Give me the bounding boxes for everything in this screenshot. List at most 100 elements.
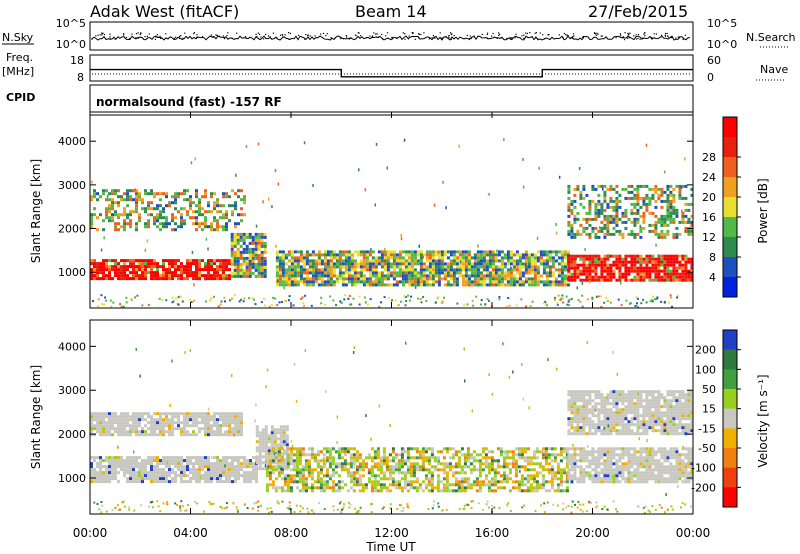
heatmap-cell (371, 271, 375, 275)
heatmap-cell (225, 418, 228, 422)
heatmap-cell (99, 421, 102, 425)
heatmap-cell (454, 453, 458, 457)
heatmap-cell (150, 465, 153, 469)
heatmap-cell (162, 456, 165, 460)
heatmap-cell (192, 456, 195, 460)
heatmap-cell (195, 259, 198, 263)
noise-dot (627, 32, 629, 34)
heatmap-cell (90, 277, 93, 281)
heatmap-cell (132, 265, 135, 269)
heatmap-cell (633, 220, 637, 224)
heatmap-cell (237, 427, 240, 431)
heatmap-cell (120, 213, 123, 217)
heatmap-cell (488, 250, 492, 254)
heatmap-cell (687, 260, 691, 264)
heatmap-cell (566, 303, 569, 306)
heatmap-cell (630, 229, 634, 233)
heatmap-cell (487, 471, 491, 475)
heatmap-cell (455, 255, 458, 259)
heatmap-cell (147, 415, 150, 419)
heatmap-cell (219, 480, 222, 484)
noise-dot (493, 36, 495, 38)
heatmap-cell (666, 232, 670, 236)
heatmap-cell (420, 301, 423, 304)
heatmap-cell (520, 474, 524, 478)
heatmap-cell (153, 424, 156, 428)
heatmap-cell (93, 274, 96, 278)
heatmap-cell (541, 477, 545, 481)
heatmap-cell (150, 480, 153, 484)
heatmap-cell (284, 277, 288, 281)
heatmap-cell (216, 427, 219, 431)
heatmap-cell (645, 269, 649, 273)
heatmap-cell (374, 265, 378, 269)
heatmap-cell (129, 477, 132, 481)
heatmap-cell (280, 468, 284, 472)
heatmap-cell (117, 268, 120, 272)
heatmap-cell (282, 458, 286, 462)
heatmap-cell (234, 430, 237, 434)
heatmap-cell (236, 241, 240, 245)
heatmap-cell (472, 456, 476, 460)
heatmap-cell (502, 459, 506, 463)
heatmap-cell (582, 447, 586, 451)
noise-dot (226, 35, 228, 37)
heatmap-cell (370, 486, 374, 490)
heatmap-cell (353, 283, 357, 287)
heatmap-cell (245, 262, 249, 266)
heatmap-cell (230, 232, 234, 236)
heatmap-cell (551, 262, 555, 266)
heatmap-cell (672, 196, 676, 200)
heatmap-cell (401, 274, 405, 278)
heatmap-cell (669, 199, 673, 203)
colorbar-tick-label: 12 (702, 231, 716, 244)
heatmap-cell (380, 283, 384, 287)
heatmap-cell (478, 486, 482, 490)
heatmap-cell (681, 257, 685, 261)
heatmap-cell (527, 265, 531, 269)
heatmap-cell (579, 193, 583, 197)
heatmap-cell (105, 427, 108, 431)
heatmap-cell (189, 456, 192, 460)
noise-dot (499, 33, 501, 35)
heatmap-cell (180, 480, 183, 484)
heatmap-cell (290, 262, 294, 266)
heatmap-cell (684, 263, 688, 267)
heatmap-cell (443, 283, 447, 287)
heatmap-cell (430, 489, 434, 493)
heatmap-cell (277, 279, 279, 283)
heatmap-cell (443, 262, 447, 266)
heatmap-cell (597, 260, 601, 264)
heatmap-cell (255, 458, 259, 462)
heatmap-cell (463, 462, 467, 466)
heatmap-cell (687, 202, 691, 206)
heatmap-cell (234, 192, 237, 196)
heatmap-cell (282, 437, 286, 441)
heatmap-cell (597, 229, 601, 233)
heatmap-cell (612, 220, 616, 224)
heatmap-cell (213, 207, 216, 211)
heatmap-cell (329, 271, 333, 275)
heatmap-cell (162, 265, 165, 269)
heatmap-cell (536, 280, 540, 284)
heatmap-cell (189, 424, 192, 428)
heatmap-cell (654, 226, 658, 230)
heatmap-cell (216, 480, 219, 484)
heatmap-cell (282, 443, 286, 447)
heatmap-cell (430, 471, 434, 475)
heatmap-cell (669, 193, 673, 197)
beam-title: Beam 14 (355, 2, 427, 21)
heatmap-cell (541, 468, 545, 472)
heatmap-cell (343, 465, 347, 469)
heatmap-cell (344, 294, 347, 297)
heatmap-cell (356, 274, 360, 278)
heatmap-cell (147, 207, 150, 211)
heatmap-cell (579, 272, 583, 276)
heatmap-cell (323, 250, 327, 254)
heatmap-cell (559, 447, 563, 451)
heatmap-cell (499, 465, 503, 469)
heatmap-cell (165, 430, 168, 434)
heatmap-cell (508, 489, 512, 493)
heatmap-cell (135, 477, 138, 481)
heatmap-cell (380, 256, 384, 260)
